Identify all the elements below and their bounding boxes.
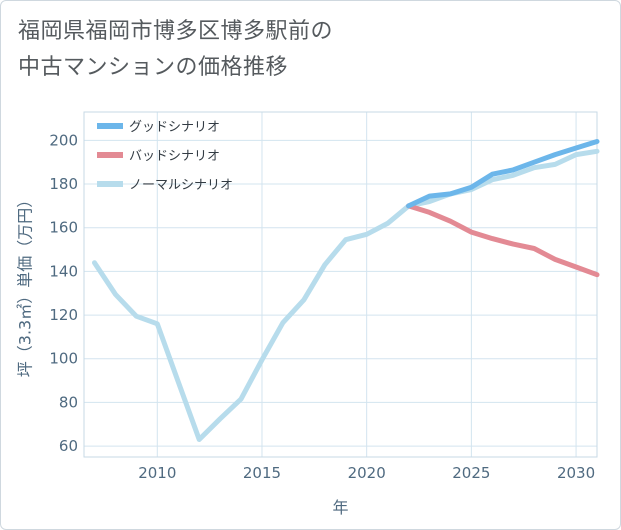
y-tick-label: 200 xyxy=(49,131,78,149)
y-tick-label: 80 xyxy=(59,393,78,411)
x-tick-label: 2010 xyxy=(138,464,176,482)
y-tick-label: 180 xyxy=(49,175,78,193)
x-tick-label: 2025 xyxy=(452,464,490,482)
plot-border xyxy=(83,111,598,458)
legend-label-0: グッドシナリオ xyxy=(129,120,220,135)
series-line-1 xyxy=(406,203,600,278)
y-tick-label: 160 xyxy=(49,219,78,237)
chart-title: 福岡県福岡市博多区博多駅前の 中古マンションの価格推移 xyxy=(18,14,333,86)
y-tick-label: 120 xyxy=(49,306,78,324)
x-tick-labels: 2010 2015 2020 2025 2030 xyxy=(138,464,595,482)
y-tick-labels: 60 80 100 120 140 160 180 200 xyxy=(49,131,78,455)
x-axis-label: 年 xyxy=(332,498,348,517)
y-tick-label: 100 xyxy=(49,350,78,368)
series-lines xyxy=(92,139,600,442)
series-line-0 xyxy=(406,139,600,209)
title-line-1: 福岡県福岡市博多区博多駅前の xyxy=(18,19,334,44)
x-tick-label: 2015 xyxy=(243,464,281,482)
legend-label-1: バッドシナリオ xyxy=(129,149,220,164)
y-tick-label: 140 xyxy=(49,262,78,280)
y-axis-label: 坪（3.3㎡）単価（万円） xyxy=(16,192,35,377)
legend-label-2: ノーマルシナリオ xyxy=(129,178,233,193)
y-tick-label: 60 xyxy=(59,437,78,455)
x-tick-label: 2030 xyxy=(557,464,595,482)
plot-area-border xyxy=(83,111,598,458)
title-line-2: 中古マンションの価格推移 xyxy=(18,55,289,80)
x-tick-label: 2020 xyxy=(348,464,386,482)
series-line-2 xyxy=(92,148,600,442)
